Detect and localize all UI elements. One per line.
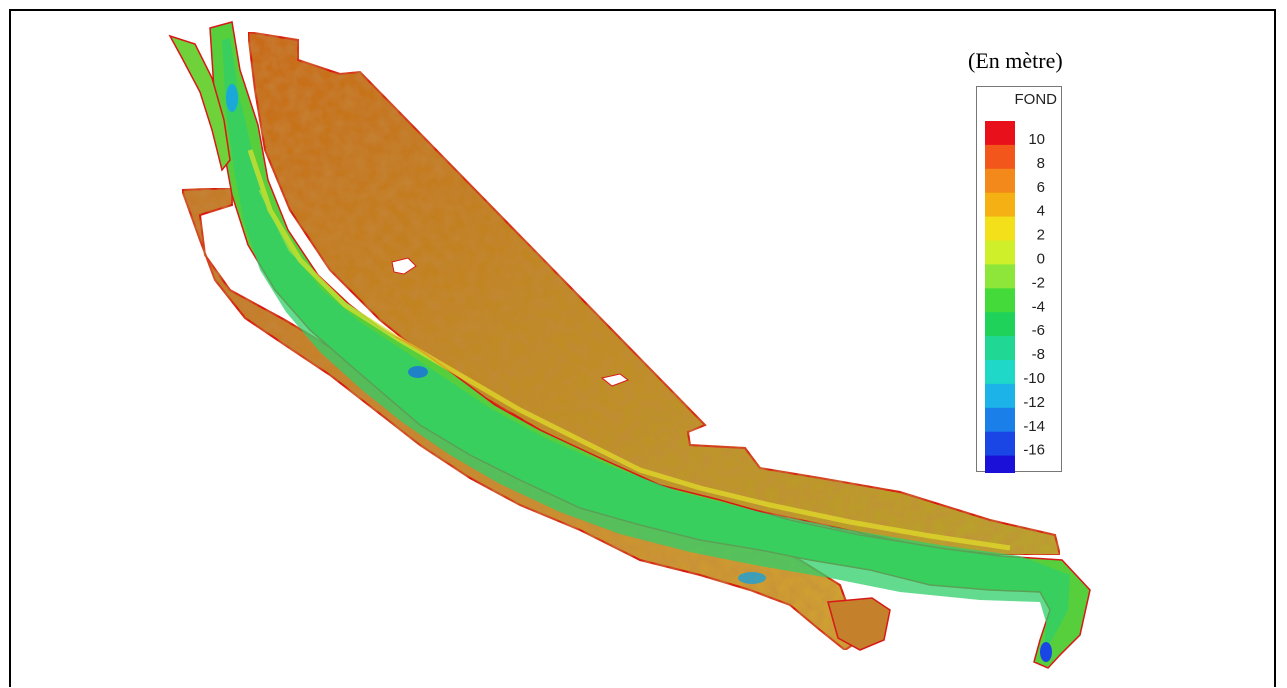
legend-swatch xyxy=(985,121,1015,146)
legend-swatch xyxy=(985,264,1015,289)
deep-spot xyxy=(738,572,766,584)
legend-swatch xyxy=(985,144,1015,170)
channel-core xyxy=(222,38,1070,650)
unit-label: (En mètre) xyxy=(968,48,1063,73)
legend-swatch xyxy=(985,216,1015,241)
legend-tick-label: -12 xyxy=(1023,394,1045,411)
deep-spot xyxy=(1040,642,1052,662)
legend-swatch xyxy=(985,288,1015,313)
legend-tick-label: 10 xyxy=(1028,131,1045,148)
legend-tick-label: -14 xyxy=(1023,418,1045,435)
legend-swatch xyxy=(985,407,1015,433)
legend-tick-label: 2 xyxy=(1037,227,1045,244)
lower-spur xyxy=(827,597,891,651)
color-legend: FOND 10 8 6 4 2 0 -2 -4 -6 -8 -10 -12 -14 -16 xyxy=(976,86,1062,473)
deep-spot xyxy=(226,84,238,112)
legend-tick-label: -2 xyxy=(1032,274,1045,291)
legend-swatch xyxy=(985,312,1015,337)
legend-tick-label: 4 xyxy=(1037,203,1045,220)
legend-swatch xyxy=(985,168,1015,194)
legend-tick-label: 8 xyxy=(1037,155,1045,172)
legend-tick-label: 6 xyxy=(1037,179,1045,196)
legend-swatch xyxy=(985,383,1015,409)
left-ridge xyxy=(168,34,231,172)
deep-spot xyxy=(408,366,428,378)
legend-swatch xyxy=(985,336,1015,361)
legend-tick-label: -16 xyxy=(1023,442,1045,459)
legend-swatch xyxy=(985,431,1015,457)
legend-tick-label: -6 xyxy=(1032,322,1045,339)
legend-title: FOND xyxy=(1014,91,1058,108)
legend-swatch xyxy=(985,240,1015,265)
data-gap xyxy=(600,373,630,387)
legend-swatch xyxy=(985,455,1015,473)
legend-scale: 10 8 6 4 2 0 -2 -4 -6 -8 -10 -12 -14 -16 xyxy=(985,121,1045,473)
legend-tick-label: -4 xyxy=(1032,298,1045,315)
ridge-highlight xyxy=(258,189,396,340)
legend-swatch xyxy=(985,192,1015,218)
data-gap xyxy=(391,257,417,275)
legend-swatch xyxy=(985,360,1015,385)
legend-tick-label: -10 xyxy=(1023,370,1045,387)
legend-tick-label: -8 xyxy=(1032,346,1045,363)
legend-tick-label: 0 xyxy=(1037,250,1045,267)
